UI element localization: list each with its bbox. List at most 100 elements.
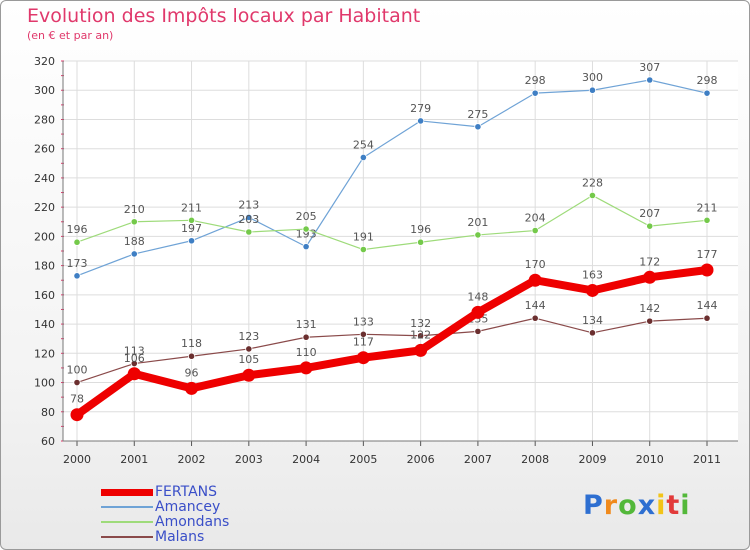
y-tick-label: 140 [34, 318, 55, 331]
data-point-amancey [531, 89, 539, 97]
data-label-fertans: 110 [296, 346, 317, 359]
data-point-amondans [73, 238, 81, 246]
x-tick-label: 2000 [63, 453, 91, 466]
data-point-fertans [700, 263, 714, 277]
data-point-malans [417, 332, 425, 340]
data-point-fertans [356, 351, 370, 365]
chart-title: Evolution des Impôts locaux par Habitant [27, 5, 421, 27]
data-point-amancey [474, 123, 482, 131]
data-label-amancey: 173 [67, 257, 88, 270]
data-label-fertans: 122 [410, 328, 431, 341]
y-tick-label: 80 [41, 406, 55, 419]
data-label-amondans: 210 [124, 203, 145, 216]
data-point-amancey [703, 89, 711, 97]
data-point-amancey [245, 213, 253, 221]
data-label-fertans: 148 [467, 290, 488, 303]
data-label-amondans: 204 [525, 212, 546, 225]
data-label-amancey: 197 [181, 222, 202, 235]
data-point-amancey [588, 86, 597, 94]
data-point-amancey [73, 272, 81, 280]
logo-letter: r [603, 490, 619, 521]
data-point-malans [474, 327, 482, 335]
data-label-amancey: 307 [639, 61, 660, 74]
data-label-fertans: 96 [185, 366, 199, 379]
logo-letter: x [637, 490, 657, 521]
data-point-amancey [417, 117, 425, 125]
data-point-fertans [127, 367, 141, 381]
data-point-malans [302, 333, 310, 341]
x-tick-label: 2008 [521, 453, 549, 466]
legend-swatch-fertans [101, 489, 153, 496]
data-label-amondans: 196 [410, 223, 431, 236]
series-line-fertans [73, 266, 711, 419]
data-point-fertans [299, 361, 313, 375]
x-tick-label: 2010 [636, 453, 664, 466]
data-label-amondans: 196 [67, 223, 88, 236]
data-point-fertans [528, 273, 542, 287]
logo-letter: i [680, 490, 691, 521]
data-label-amancey: 254 [353, 138, 374, 151]
data-label-amondans: 207 [639, 207, 660, 220]
data-point-amancey [187, 237, 196, 245]
data-label-amancey: 275 [467, 108, 488, 121]
data-label-amancey: 298 [697, 74, 718, 87]
data-label-malans: 144 [697, 299, 718, 312]
data-point-amondans [359, 245, 367, 254]
data-label-malans: 113 [124, 345, 145, 358]
x-tick-label: 2007 [464, 453, 492, 466]
data-label-amondans: 203 [238, 213, 259, 226]
data-point-fertans [585, 283, 599, 297]
data-point-malans [187, 352, 196, 360]
data-point-amondans [417, 238, 425, 246]
x-tick-label: 2006 [407, 453, 435, 466]
data-label-malans: 134 [582, 314, 603, 327]
data-point-fertans [242, 368, 256, 382]
data-label-amancey: 300 [582, 71, 603, 84]
y-tick-label: 180 [34, 260, 55, 273]
data-label-amondans: 228 [582, 176, 603, 189]
data-point-fertans [414, 343, 428, 357]
legend-swatch-amancey [101, 506, 153, 508]
data-label-amancey: 279 [410, 102, 431, 115]
x-tick-label: 2003 [235, 453, 263, 466]
legend-swatch-amondans [101, 521, 153, 523]
data-point-amancey [130, 250, 138, 258]
logo-letter: o [618, 490, 638, 521]
data-label-fertans: 172 [639, 255, 660, 268]
data-point-amondans [245, 228, 253, 236]
data-label-malans: 142 [639, 302, 660, 315]
data-point-amondans [130, 218, 138, 226]
y-tick-label: 120 [34, 347, 55, 360]
chart-subtitle: (en € et par an) [27, 29, 114, 42]
data-label-malans: 132 [410, 317, 431, 330]
data-label-fertans: 106 [124, 352, 145, 365]
data-point-fertans [471, 305, 485, 319]
y-tick-label: 60 [41, 435, 55, 448]
logo-letter: t [666, 490, 681, 521]
data-label-amancey: 298 [525, 74, 546, 87]
data-point-amondans [703, 216, 711, 224]
legend-label-fertans: FERTANS [155, 484, 218, 500]
plot-area [63, 61, 738, 441]
data-point-fertans [185, 381, 199, 395]
legend-swatch-malans [101, 536, 153, 538]
proxiti-logo: Proxiti [583, 490, 691, 521]
y-tick-label: 280 [34, 113, 55, 126]
data-point-malans [359, 330, 367, 338]
data-point-amondans [302, 225, 310, 233]
y-tick-label: 220 [34, 201, 55, 214]
data-label-malans: 144 [525, 299, 546, 312]
data-label-amondans: 205 [296, 210, 317, 223]
y-tick-label: 300 [34, 84, 55, 97]
data-label-fertans: 170 [525, 258, 546, 271]
data-point-amondans [646, 222, 654, 230]
y-tick-label: 200 [34, 230, 55, 243]
legend-label-amancey: Amancey [155, 499, 221, 515]
data-label-malans: 131 [296, 318, 317, 331]
x-tick-label: 2002 [178, 453, 206, 466]
data-label-malans: 118 [181, 337, 202, 350]
y-tick-label: 320 [34, 55, 55, 68]
data-point-amondans [474, 231, 482, 239]
data-point-malans [703, 314, 711, 322]
